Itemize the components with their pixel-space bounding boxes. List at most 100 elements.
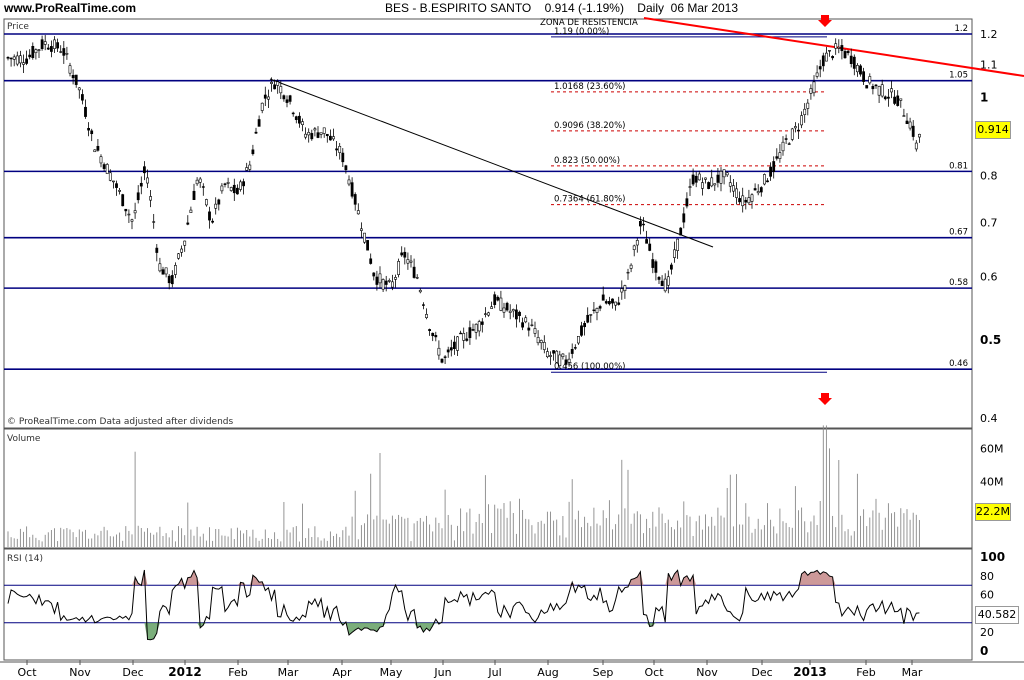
candle-body <box>248 164 252 170</box>
candle-body <box>266 96 270 100</box>
candle-body <box>434 335 438 338</box>
candle-body <box>682 213 686 223</box>
candle-body <box>297 115 301 124</box>
price-current-badge: 0.914 <box>975 121 1011 139</box>
candle-body <box>6 56 10 59</box>
candle-body <box>84 106 87 117</box>
candle-body <box>759 187 763 193</box>
candle-body <box>629 264 633 269</box>
candle-body <box>883 96 887 100</box>
candle-body <box>133 210 137 214</box>
candle-body <box>719 171 723 184</box>
rsi-axis-tick: 80 <box>980 570 994 583</box>
candle-body <box>390 281 394 288</box>
candle-body <box>328 135 332 141</box>
candle-body <box>99 156 103 164</box>
level-label: 0.81 <box>949 161 968 171</box>
rsi-line <box>7 569 920 641</box>
candle-body <box>28 54 32 58</box>
fib-label: 1.19 (0.00%) <box>554 27 609 37</box>
candle-body <box>108 172 112 181</box>
time-axis-tick: Nov <box>696 666 718 679</box>
candle-body <box>229 187 233 191</box>
candle-body <box>449 347 453 351</box>
candle-body <box>738 198 742 203</box>
top-arrow-icon <box>818 15 832 27</box>
rsi-axis-tick: 20 <box>980 626 994 639</box>
candle-body <box>797 129 800 132</box>
price-axis-tick: 0.7 <box>980 216 998 229</box>
candle-body <box>381 279 385 290</box>
candle-body <box>862 71 866 82</box>
candle-body <box>477 321 481 332</box>
fib-label: 1.0168 (23.60%) <box>554 82 626 92</box>
time-axis-tick: Mar <box>278 666 299 679</box>
candle-body <box>580 325 583 336</box>
candle-body <box>753 188 757 191</box>
candle-body <box>341 152 345 163</box>
candle-body <box>394 277 397 280</box>
candle-body <box>236 187 239 195</box>
candle-body <box>800 115 804 126</box>
candle-body <box>440 358 444 363</box>
candle-body <box>177 253 180 259</box>
level-label: 1.2 <box>954 24 968 34</box>
candle-body <box>688 186 692 188</box>
price-panel-label: Price <box>7 22 29 32</box>
candle-body <box>893 96 897 104</box>
candle-body <box>397 261 401 275</box>
candle-body <box>152 221 156 223</box>
candle-body <box>403 251 407 258</box>
time-axis-tick: Nov <box>69 666 91 679</box>
candle-body <box>505 302 509 311</box>
candle-body <box>846 50 850 54</box>
candle-body <box>545 351 549 358</box>
candle-body <box>260 102 264 111</box>
candle-body <box>731 185 735 192</box>
volume-panel-frame <box>3 428 973 549</box>
candle-body <box>496 296 500 301</box>
candle-body <box>493 294 497 305</box>
candle-body <box>824 52 828 62</box>
candle-body <box>642 223 645 226</box>
site-url[interactable]: www.ProRealTime.com <box>4 1 137 15</box>
level-label: 0.46 <box>949 359 968 369</box>
candle-body <box>666 276 670 286</box>
candle-body <box>747 197 751 204</box>
candle-body <box>22 62 25 65</box>
candle-body <box>452 341 456 350</box>
resistance-trend-line <box>643 17 1024 77</box>
candle-body <box>421 304 425 306</box>
candle-body <box>874 84 878 87</box>
candle-body <box>332 136 335 140</box>
candle-body <box>781 141 785 152</box>
candle-body <box>164 267 168 275</box>
volume-axis-tick: 60M <box>980 442 1004 455</box>
price-axis-tick: 1.2 <box>980 28 998 41</box>
candle-body <box>232 184 236 194</box>
candle-body <box>288 95 292 102</box>
candle-body <box>589 314 593 316</box>
candle-body <box>700 182 704 189</box>
candle-body <box>852 56 856 69</box>
price-axis-tick: 0.8 <box>980 170 998 183</box>
candle-body <box>914 142 918 150</box>
volume-bars <box>7 425 920 547</box>
candle-body <box>511 309 515 312</box>
candle-body <box>412 266 416 278</box>
candle-body <box>146 177 149 184</box>
time-axis-tick: Jul <box>487 666 501 679</box>
candle-body <box>663 278 667 292</box>
candle-body <box>121 194 125 207</box>
candle-body <box>143 166 146 174</box>
candle-body <box>9 57 13 60</box>
candle-body <box>635 240 639 246</box>
candle-body <box>112 180 115 183</box>
bottom-arrow-icon <box>818 393 832 405</box>
candle-body <box>790 128 794 140</box>
candle-body <box>654 261 658 273</box>
candle-body <box>626 271 630 274</box>
candle-body <box>766 180 769 183</box>
candle-body <box>71 75 75 79</box>
